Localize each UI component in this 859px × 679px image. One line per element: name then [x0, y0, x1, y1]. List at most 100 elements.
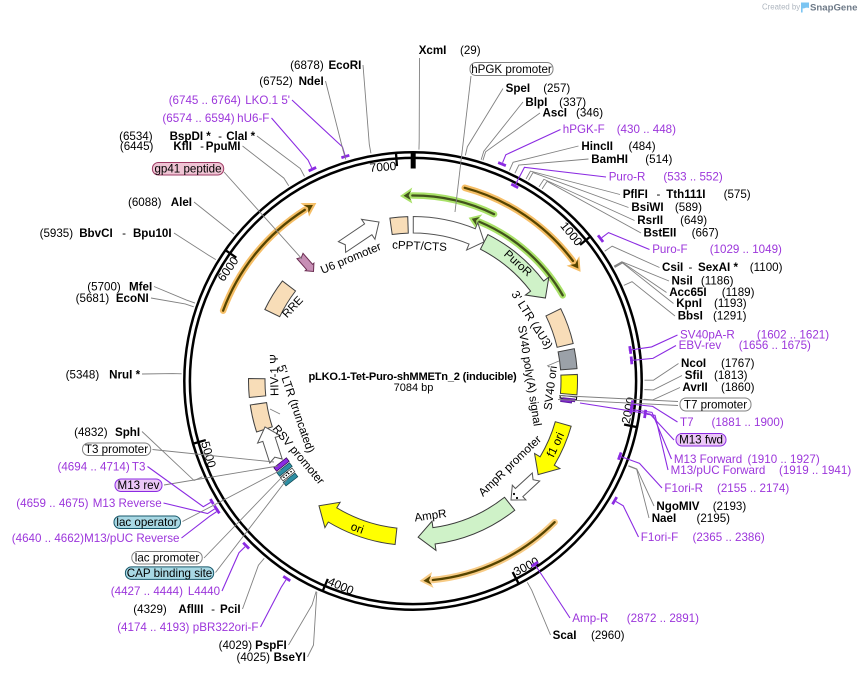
svg-text:BseYI: BseYI: [274, 651, 306, 664]
svg-text:(257): (257): [543, 82, 570, 95]
svg-text:(4694 .. 4714): (4694 .. 4714): [57, 461, 129, 474]
svg-text:NdeI: NdeI: [299, 75, 324, 88]
svg-text:-: -: [122, 227, 126, 240]
svg-text:ScaI: ScaI: [553, 629, 577, 642]
svg-text:(4427 .. 4444): (4427 .. 4444): [111, 585, 183, 598]
svg-text:lac operator: lac operator: [116, 516, 177, 529]
svg-text:M13/pUC Reverse: M13/pUC Reverse: [84, 532, 179, 545]
svg-text:(5348): (5348): [66, 369, 100, 382]
svg-text:HIV-1 Ψ: HIV-1 Ψ: [268, 354, 282, 396]
svg-text:(6752): (6752): [259, 75, 293, 88]
svg-text:(667): (667): [692, 227, 719, 240]
svg-text:SnapGene: SnapGene: [810, 3, 857, 14]
svg-text:T7: T7: [680, 416, 694, 429]
svg-text:hPGK promoter: hPGK promoter: [471, 63, 552, 76]
svg-text:SexAI *: SexAI *: [698, 261, 738, 274]
svg-text:Tth111I: Tth111I: [666, 188, 705, 201]
svg-text:AflIII: AflIII: [178, 603, 203, 616]
svg-text:cPPT/CTS: cPPT/CTS: [392, 239, 448, 254]
svg-text:-: -: [689, 261, 693, 274]
svg-text:(29): (29): [460, 44, 481, 57]
svg-text:(4640 .. 4662): (4640 .. 4662): [12, 532, 84, 545]
svg-text:Bpu10I: Bpu10I: [133, 227, 172, 240]
svg-text:(2365 .. 2386): (2365 .. 2386): [693, 531, 765, 544]
svg-text:Created by: Created by: [762, 3, 800, 12]
svg-text:T7 promoter: T7 promoter: [684, 399, 747, 412]
svg-text:LKO.1 5': LKO.1 5': [245, 94, 290, 107]
svg-text:L4440: L4440: [188, 585, 220, 598]
svg-text:(1656 .. 1675): (1656 .. 1675): [739, 339, 811, 352]
svg-text:RsrII: RsrII: [637, 214, 663, 227]
svg-text:-: -: [200, 140, 204, 153]
svg-text:(2872 .. 2891): (2872 .. 2891): [627, 612, 699, 625]
svg-text:AvrII: AvrII: [682, 381, 707, 394]
svg-text:(6088): (6088): [128, 196, 162, 209]
svg-text:XcmI: XcmI: [419, 44, 447, 57]
svg-text:7084 bp: 7084 bp: [394, 382, 434, 394]
svg-text:(1291): (1291): [713, 310, 747, 323]
svg-text:BstEII: BstEII: [644, 227, 677, 240]
svg-text:(1860): (1860): [721, 381, 755, 394]
svg-text:(346): (346): [576, 107, 603, 120]
svg-text:(2960): (2960): [591, 629, 625, 642]
svg-text:7000: 7000: [369, 159, 397, 175]
svg-text:T3: T3: [132, 461, 146, 474]
svg-text:Puro-R: Puro-R: [609, 171, 646, 184]
svg-text:lac promoter: lac promoter: [135, 552, 200, 565]
svg-text:M13 Reverse: M13 Reverse: [93, 497, 162, 510]
svg-text:(1100): (1100): [750, 261, 783, 274]
svg-text:T3 promoter: T3 promoter: [85, 443, 148, 456]
svg-text:BamHI: BamHI: [591, 153, 628, 166]
svg-text:(430 .. 448): (430 .. 448): [617, 123, 676, 136]
svg-text:CsiI: CsiI: [662, 261, 683, 274]
svg-text:gp41 peptide: gp41 peptide: [154, 163, 221, 176]
svg-text:hU6-F: hU6-F: [237, 112, 269, 125]
svg-text:(514): (514): [645, 153, 672, 166]
svg-text:HincII: HincII: [581, 140, 613, 153]
svg-text:(2195): (2195): [697, 512, 731, 525]
svg-text:-: -: [211, 603, 215, 616]
svg-text:BsiWI: BsiWI: [631, 201, 663, 214]
svg-text:hPGK-F: hPGK-F: [563, 123, 605, 136]
svg-text:EBV-rev: EBV-rev: [679, 339, 722, 352]
svg-text:Amp-R: Amp-R: [572, 612, 608, 625]
svg-text:BbsI: BbsI: [678, 310, 703, 323]
svg-text:(6574 .. 6594): (6574 .. 6594): [162, 112, 234, 125]
svg-text:KflI: KflI: [173, 140, 192, 153]
svg-text:PciI: PciI: [220, 603, 241, 616]
svg-text:F1ori-F: F1ori-F: [641, 531, 678, 544]
svg-text:AscI: AscI: [543, 107, 568, 120]
svg-text:PpuMI: PpuMI: [206, 140, 241, 153]
svg-text:(4659 .. 4675): (4659 .. 4675): [16, 497, 88, 510]
svg-text:(533 .. 552): (533 .. 552): [663, 171, 722, 184]
svg-text:(575): (575): [724, 188, 751, 201]
svg-text:pBR322ori-F: pBR322ori-F: [193, 621, 259, 634]
svg-text:-: -: [657, 188, 661, 201]
svg-text:(5681): (5681): [76, 292, 110, 305]
svg-text:AleI: AleI: [171, 196, 192, 209]
svg-text:(6878): (6878): [290, 59, 324, 72]
svg-text:(484): (484): [629, 140, 656, 153]
svg-text:SpeI: SpeI: [506, 82, 530, 95]
svg-text:SphI: SphI: [115, 426, 140, 439]
svg-text:(6745 .. 6764): (6745 .. 6764): [169, 94, 241, 107]
svg-text:NruI *: NruI *: [109, 369, 140, 382]
svg-text:(4025): (4025): [236, 651, 270, 664]
svg-text:EcoRI: EcoRI: [328, 59, 361, 72]
svg-text:(649): (649): [680, 214, 707, 227]
svg-text:(4329): (4329): [133, 603, 167, 616]
svg-text:NaeI: NaeI: [652, 512, 677, 525]
svg-text:(5935): (5935): [40, 227, 74, 240]
svg-text:M13/pUC Forward: M13/pUC Forward: [671, 464, 766, 477]
svg-text:CAP binding site: CAP binding site: [127, 567, 213, 580]
svg-text:BbvCI: BbvCI: [79, 227, 113, 240]
svg-text:(1193): (1193): [714, 297, 747, 310]
svg-text:(1919 .. 1941): (1919 .. 1941): [779, 464, 851, 477]
svg-text:(2155 .. 2174): (2155 .. 2174): [717, 482, 789, 495]
svg-text:(6445): (6445): [120, 140, 154, 153]
svg-text:(1029 .. 1049): (1029 .. 1049): [710, 243, 782, 256]
svg-text:M13 rev: M13 rev: [118, 479, 160, 492]
svg-text:(1881 .. 1900): (1881 .. 1900): [712, 416, 784, 429]
svg-text:F1ori-R: F1ori-R: [664, 482, 703, 495]
svg-text:(4174 .. 4193): (4174 .. 4193): [117, 621, 189, 634]
